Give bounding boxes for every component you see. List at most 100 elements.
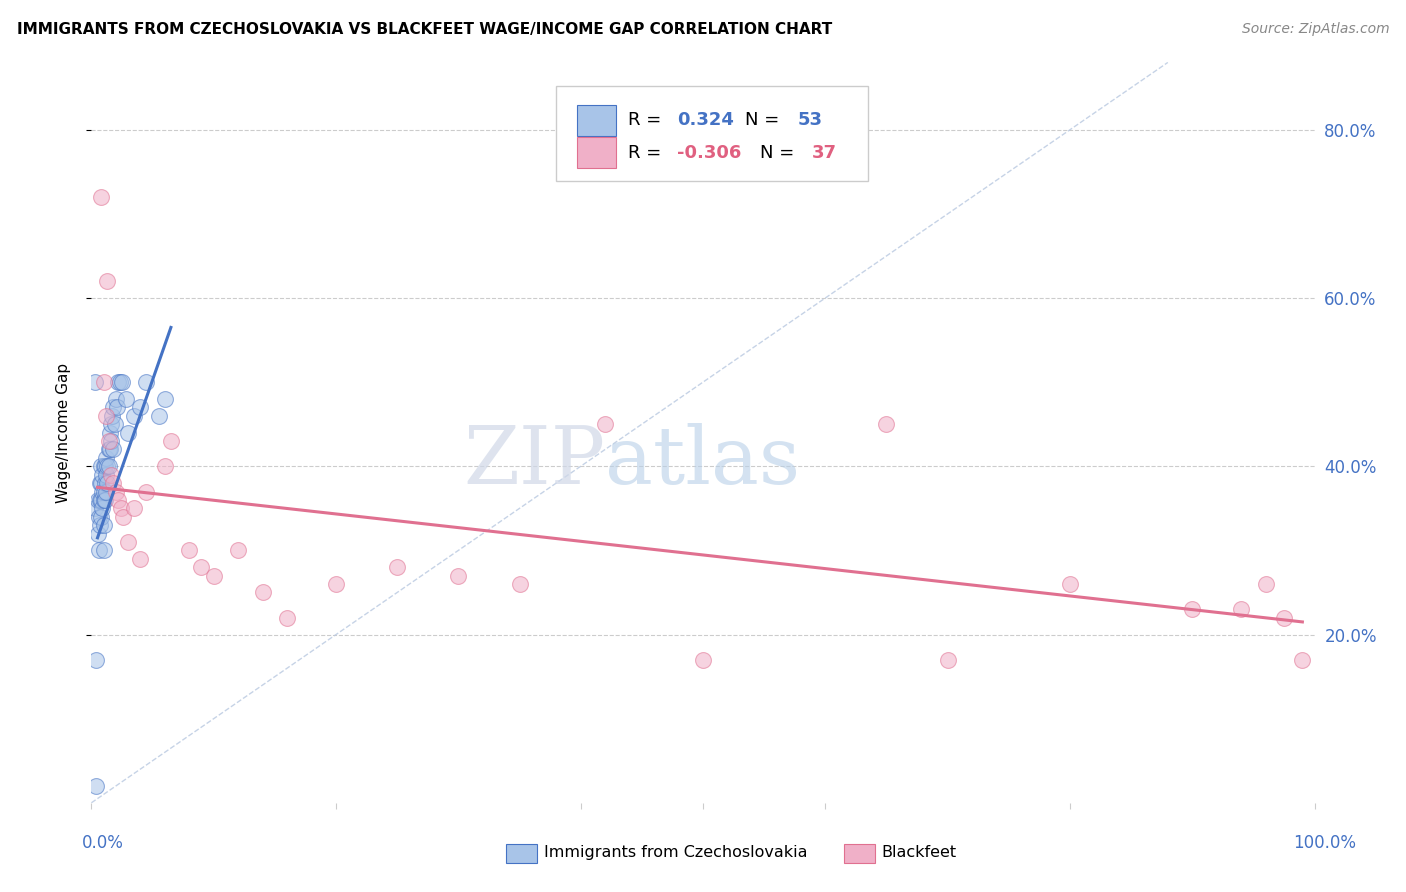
Point xyxy=(97,459,120,474)
Point xyxy=(107,492,129,507)
Point xyxy=(122,409,145,423)
Point xyxy=(1059,577,1081,591)
Point xyxy=(93,375,115,389)
Point xyxy=(84,375,107,389)
Point xyxy=(94,484,117,499)
Text: IMMIGRANTS FROM CZECHOSLOVAKIA VS BLACKFEET WAGE/INCOME GAP CORRELATION CHART: IMMIGRANTS FROM CZECHOSLOVAKIA VS BLACKF… xyxy=(17,22,832,37)
Point xyxy=(94,492,117,507)
Point xyxy=(509,577,531,591)
Point xyxy=(190,560,212,574)
Point xyxy=(103,476,125,491)
Point xyxy=(105,401,128,415)
Point xyxy=(90,190,112,204)
Point xyxy=(96,274,118,288)
Point xyxy=(111,375,134,389)
Text: ZIP: ZIP xyxy=(463,423,605,501)
Point xyxy=(93,492,115,507)
Point xyxy=(202,568,225,582)
FancyBboxPatch shape xyxy=(557,87,868,181)
Point xyxy=(129,401,152,415)
Point xyxy=(94,450,117,465)
Point xyxy=(90,459,112,474)
Point xyxy=(103,401,125,415)
Text: -0.306: -0.306 xyxy=(678,144,742,161)
Point xyxy=(86,492,108,507)
Point xyxy=(93,543,115,558)
Point xyxy=(875,417,898,432)
Point xyxy=(93,484,115,499)
Point xyxy=(103,442,125,457)
Text: N =: N = xyxy=(761,144,800,161)
Point xyxy=(87,543,110,558)
Point xyxy=(104,417,127,432)
Point xyxy=(114,392,136,406)
Point xyxy=(252,585,274,599)
Point xyxy=(1230,602,1253,616)
Point xyxy=(135,484,157,499)
Point xyxy=(112,509,135,524)
Point xyxy=(110,501,132,516)
Point xyxy=(84,501,107,516)
Point xyxy=(129,551,152,566)
Text: Source: ZipAtlas.com: Source: ZipAtlas.com xyxy=(1241,22,1389,37)
Text: atlas: atlas xyxy=(605,423,800,501)
Point xyxy=(98,442,121,457)
Point xyxy=(89,492,111,507)
Text: Blackfeet: Blackfeet xyxy=(882,845,956,860)
Point xyxy=(107,375,129,389)
Point xyxy=(1272,610,1295,624)
Point xyxy=(385,560,409,574)
Text: 0.324: 0.324 xyxy=(678,112,734,129)
Point xyxy=(117,535,139,549)
Point xyxy=(93,459,115,474)
Text: R =: R = xyxy=(628,112,668,129)
Text: R =: R = xyxy=(628,144,668,161)
Point xyxy=(276,610,298,624)
Point xyxy=(104,392,127,406)
Point xyxy=(96,476,118,491)
Point xyxy=(100,417,122,432)
Point xyxy=(148,409,170,423)
Point xyxy=(135,375,157,389)
Point xyxy=(325,577,347,591)
Point xyxy=(936,653,959,667)
Point xyxy=(1181,602,1204,616)
Point xyxy=(94,476,117,491)
Point xyxy=(97,434,120,448)
Point xyxy=(179,543,201,558)
Point xyxy=(90,492,112,507)
Point xyxy=(91,484,114,499)
Point xyxy=(89,518,111,533)
Point xyxy=(692,653,714,667)
Point xyxy=(101,409,124,423)
Point xyxy=(84,779,107,793)
Point xyxy=(100,434,122,448)
Point xyxy=(117,425,139,440)
Text: 0.0%: 0.0% xyxy=(82,834,124,852)
Point xyxy=(98,425,121,440)
Point xyxy=(122,501,145,516)
Y-axis label: Wage/Income Gap: Wage/Income Gap xyxy=(56,362,70,503)
Text: 53: 53 xyxy=(797,112,823,129)
Point xyxy=(1254,577,1277,591)
Point xyxy=(447,568,470,582)
Point xyxy=(93,518,115,533)
Point xyxy=(97,442,120,457)
Point xyxy=(87,509,110,524)
Point xyxy=(160,434,183,448)
Point xyxy=(91,467,114,482)
Point xyxy=(94,459,117,474)
Text: Immigrants from Czechoslovakia: Immigrants from Czechoslovakia xyxy=(544,845,807,860)
Point xyxy=(94,467,117,482)
Point xyxy=(1291,653,1313,667)
Text: N =: N = xyxy=(745,112,785,129)
Point xyxy=(96,459,118,474)
FancyBboxPatch shape xyxy=(576,105,616,136)
Text: 100.0%: 100.0% xyxy=(1294,834,1355,852)
Point xyxy=(84,653,107,667)
Point xyxy=(86,526,108,541)
Text: 37: 37 xyxy=(811,144,837,161)
Point xyxy=(108,375,131,389)
Point xyxy=(89,476,111,491)
Point xyxy=(153,392,176,406)
